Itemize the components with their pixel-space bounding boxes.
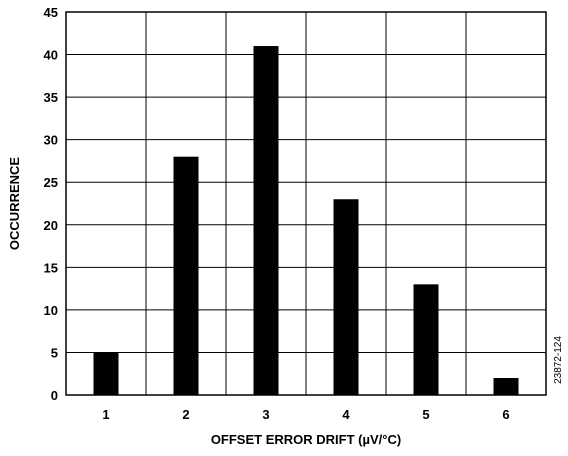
y-tick-label: 35	[44, 90, 58, 105]
y-tick-label: 10	[44, 303, 58, 318]
bar-2	[173, 156, 199, 395]
y-tick-label: 20	[44, 218, 58, 233]
figure-id: 23872-124	[553, 336, 564, 384]
y-tick-label: 45	[44, 5, 58, 20]
bar-6	[493, 377, 519, 395]
x-tick-label: 2	[182, 407, 189, 422]
bar-3	[253, 46, 279, 396]
x-tick-label: 3	[262, 407, 269, 422]
bar-5	[413, 284, 439, 395]
x-tick-label: 6	[502, 407, 509, 422]
x-tick-labels: 1 2 3 4 5 6	[102, 407, 509, 422]
x-tick-label: 4	[342, 407, 350, 422]
y-tick-label: 15	[44, 260, 58, 275]
x-tick-label: 1	[102, 407, 109, 422]
y-tick-label: 40	[44, 48, 58, 63]
x-tick-label: 5	[422, 407, 429, 422]
bar-1	[93, 352, 119, 395]
y-tick-label: 5	[51, 345, 58, 360]
y-tick-labels: 0 5 10 15 20 25 30 35 40 45	[44, 5, 58, 403]
y-tick-label: 30	[44, 133, 58, 148]
bars	[93, 46, 519, 396]
y-axis-title: OCCURRENCE	[7, 157, 22, 251]
bar-4	[333, 199, 359, 395]
y-tick-label: 0	[51, 388, 58, 403]
x-axis-title: OFFSET ERROR DRIFT (µV/°C)	[211, 432, 401, 447]
plot-frame	[65, 11, 547, 396]
y-tick-label: 25	[44, 175, 58, 190]
grid-lines	[66, 11, 546, 396]
